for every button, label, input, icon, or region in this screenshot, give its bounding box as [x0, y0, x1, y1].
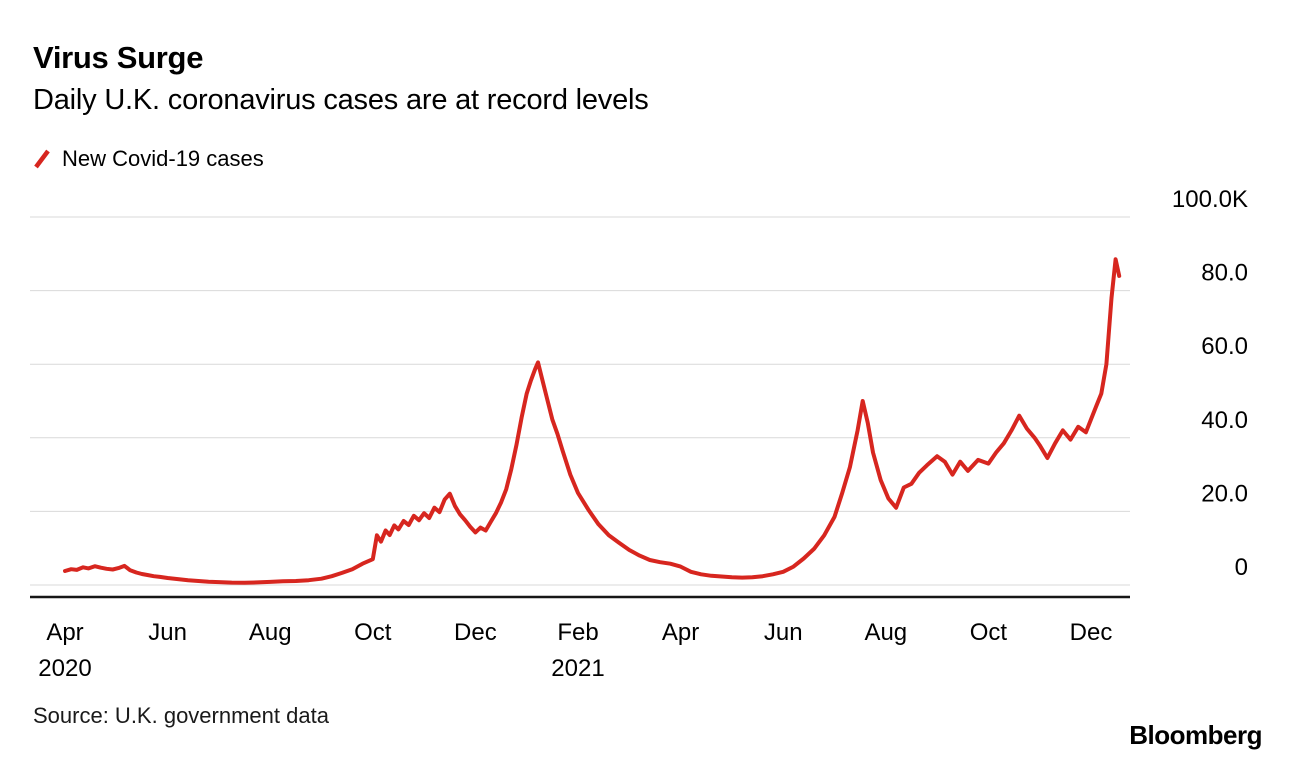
x-tick-label: Dec [454, 619, 497, 646]
x-tick-label: Feb [557, 619, 598, 646]
x-tick-label: Jun [148, 619, 187, 646]
y-tick-label: 100.0K [1172, 186, 1248, 213]
y-tick-label: 60.0 [1201, 333, 1248, 360]
chart-subtitle: Daily U.K. coronavirus cases are at reco… [33, 84, 649, 116]
x-tick-label: Aug [249, 619, 292, 646]
x-tick-year-label: 2020 [38, 655, 91, 682]
x-tick-label: Aug [864, 619, 907, 646]
x-tick-label: Oct [354, 619, 392, 646]
page-title: Virus Surge [33, 40, 204, 75]
y-tick-label: 0 [1235, 554, 1248, 581]
y-tick-label: 20.0 [1201, 480, 1248, 507]
y-tick-label: 80.0 [1201, 260, 1248, 287]
legend-label: New Covid-19 cases [62, 146, 264, 171]
x-tick-label: Apr [662, 619, 699, 646]
legend-line-icon [34, 149, 50, 169]
x-tick-year-label: 2021 [551, 655, 604, 682]
covid-cases-line [63, 257, 1122, 585]
legend: New Covid-19 cases [33, 146, 264, 172]
x-tick-label: Apr [46, 619, 83, 646]
source-note: Source: U.K. government data [33, 703, 329, 728]
x-tick-label: Jun [764, 619, 803, 646]
bloomberg-logo: Bloomberg [1129, 720, 1262, 750]
y-tick-label: 40.0 [1201, 407, 1248, 434]
x-tick-label: Oct [970, 619, 1008, 646]
x-tick-label: Dec [1070, 619, 1113, 646]
